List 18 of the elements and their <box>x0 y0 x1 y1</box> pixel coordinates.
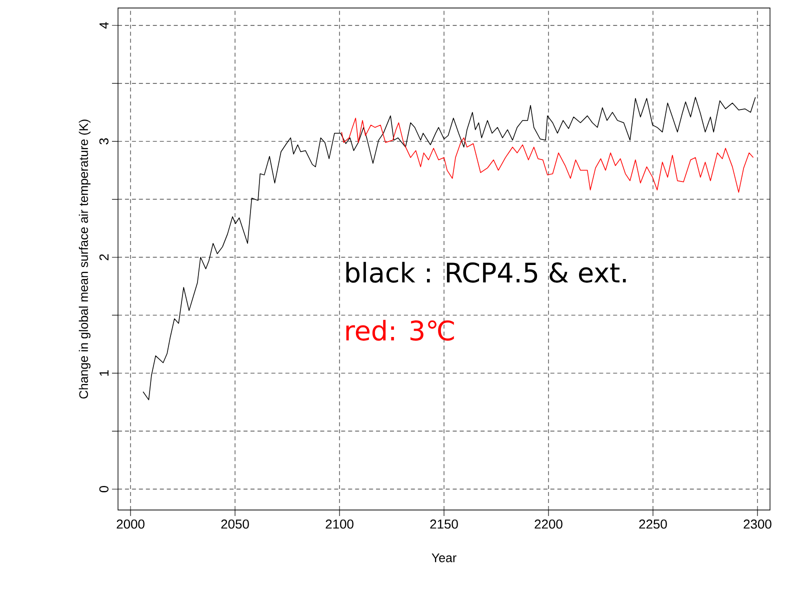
line-series <box>142 96 756 400</box>
y-tick-label: 4 <box>100 22 108 29</box>
y-tick-label: 3 <box>99 138 108 144</box>
line-series <box>341 118 754 193</box>
x-tick-label: 2050 <box>221 520 249 529</box>
y-tick-label: 2 <box>99 254 108 260</box>
y-tick-label: 0 <box>99 486 108 492</box>
x-tick-label: 2250 <box>639 520 667 529</box>
y-tick-label: 1 <box>100 370 108 376</box>
text: black : RCP4.5 & ext. <box>346 262 626 283</box>
x-tick-label: 2000 <box>116 520 144 529</box>
x-tick-label: 2200 <box>534 520 562 529</box>
x-tick-label: 2150 <box>430 520 458 529</box>
y-axis-title: Change in global mean surface air temperature (K) <box>78 120 90 399</box>
x-tick-label: 2300 <box>744 520 772 529</box>
x-tick-label: 2100 <box>326 520 354 529</box>
x-axis-title: Year <box>432 554 456 562</box>
text: red: 3℃ <box>346 320 454 341</box>
